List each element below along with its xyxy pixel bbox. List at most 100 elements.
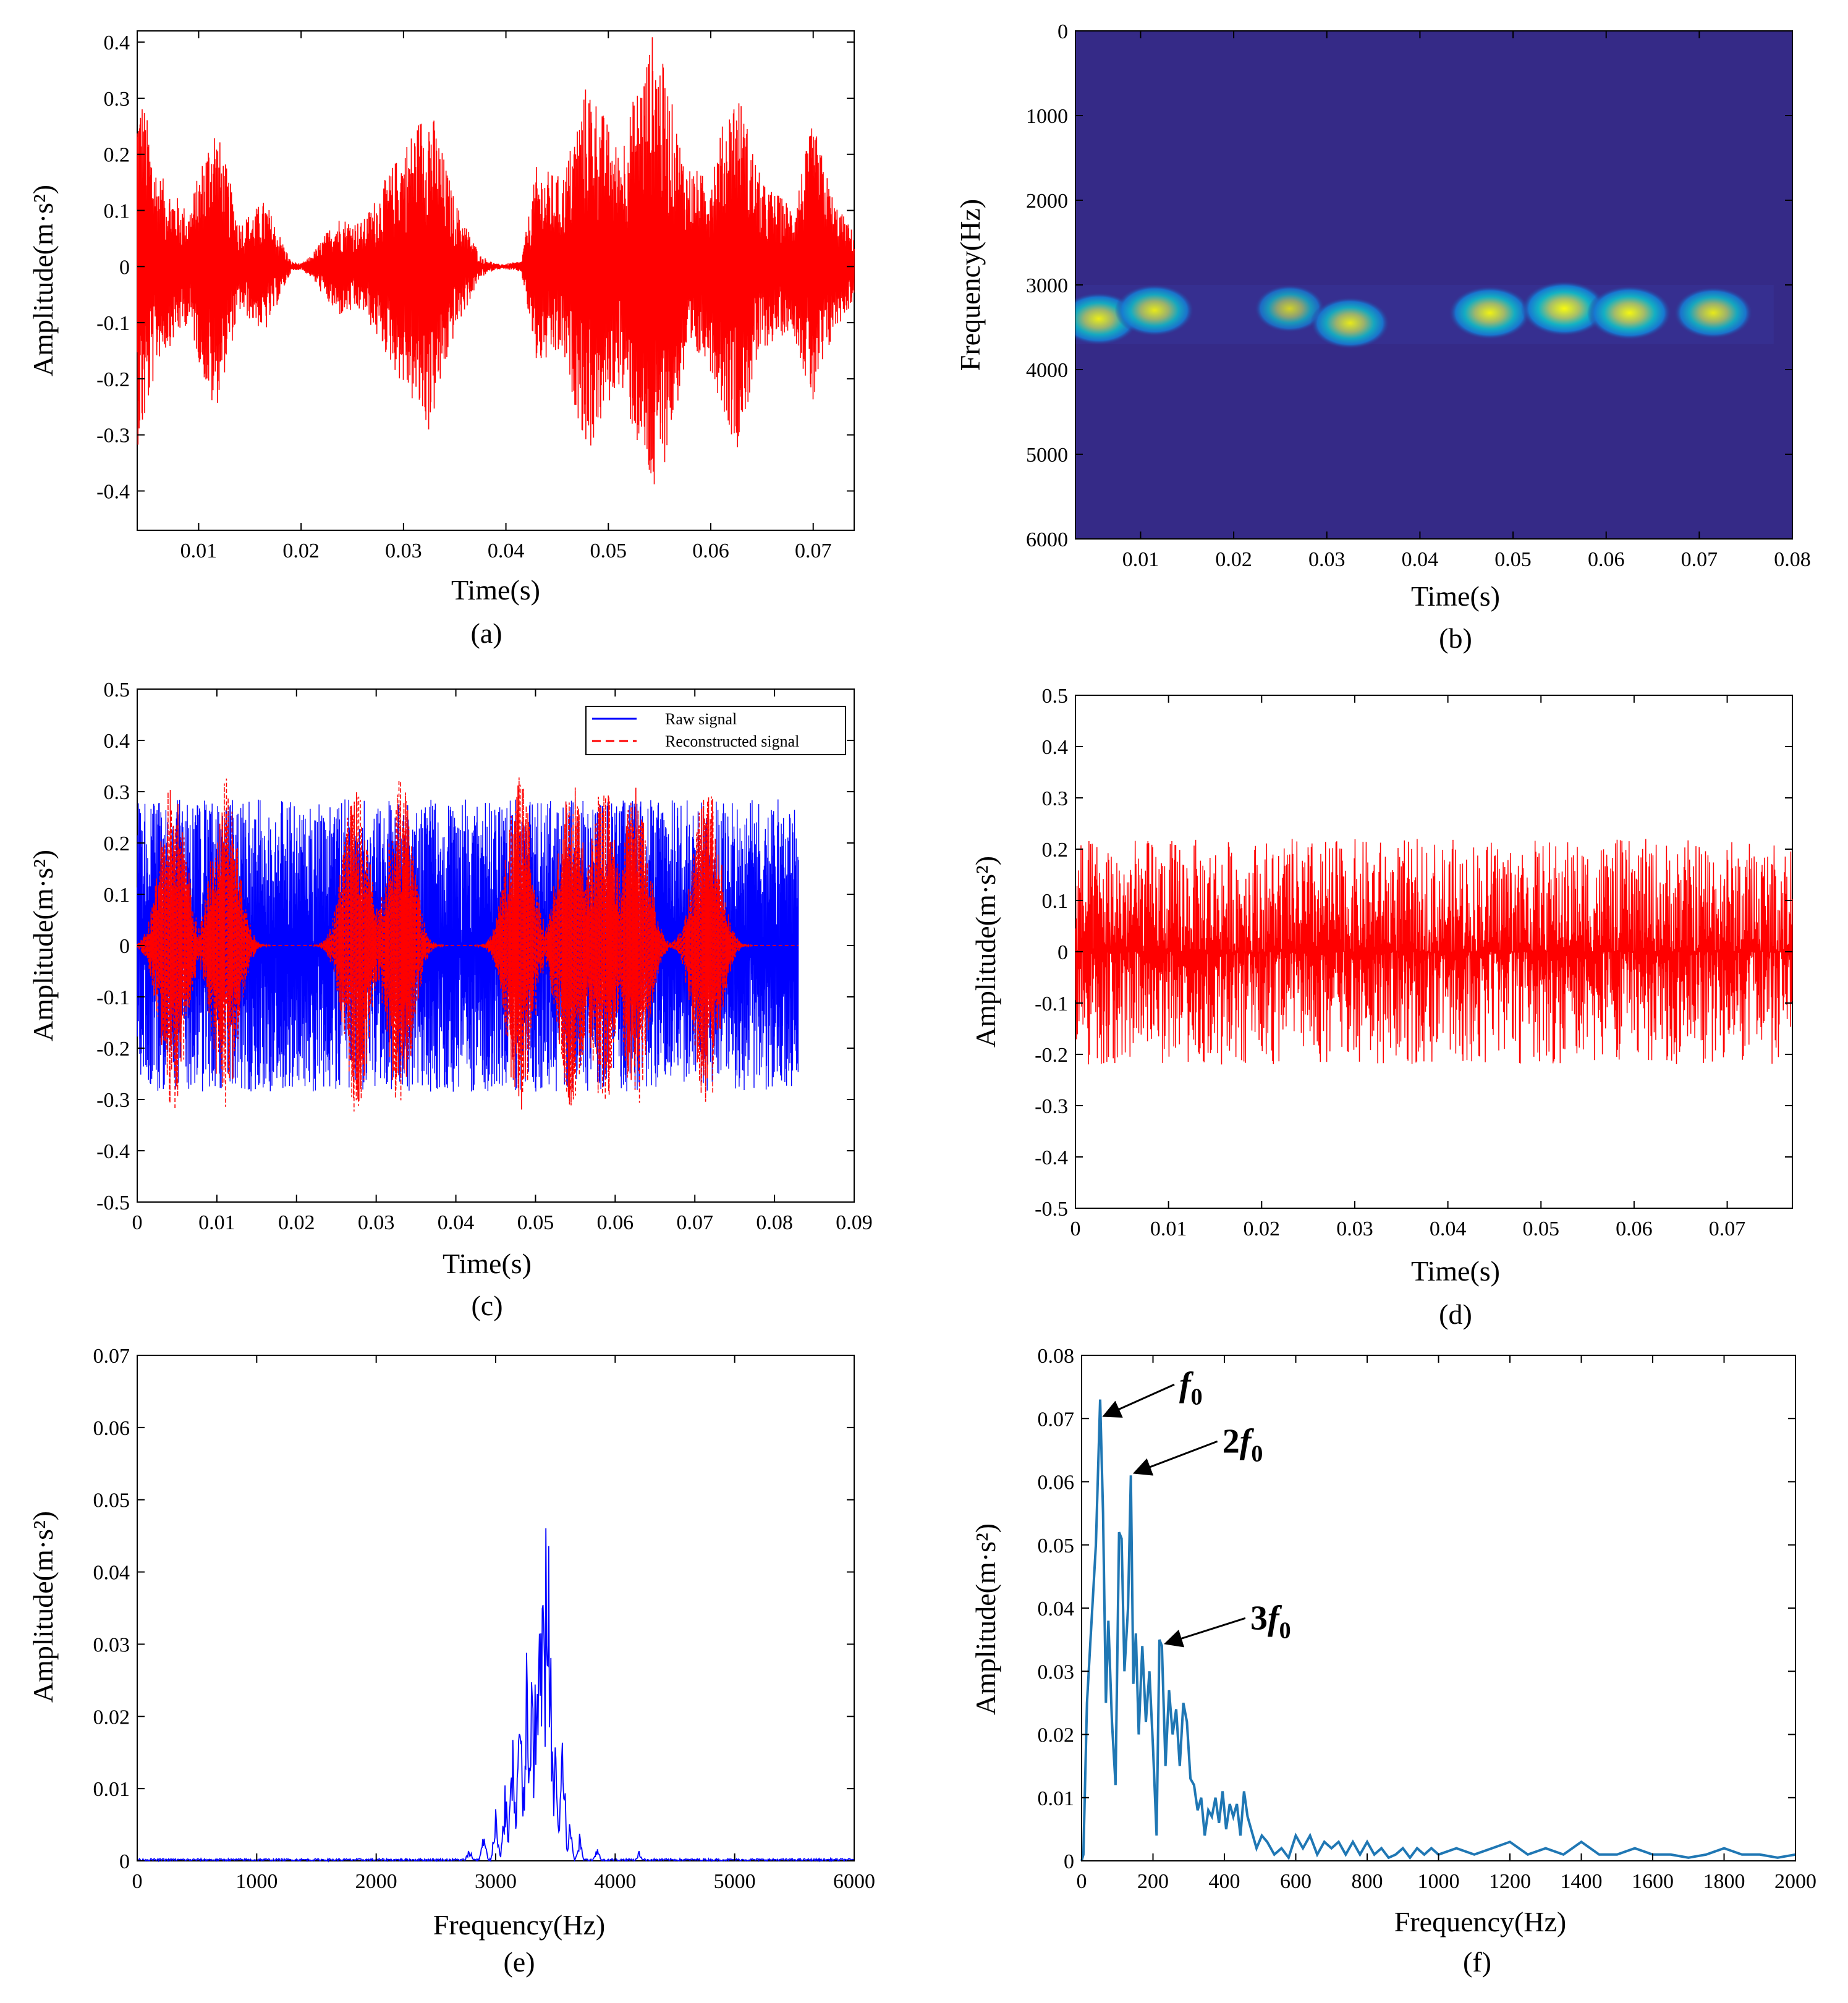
panel-f-caption: (f) — [1463, 1946, 1491, 1978]
xtick-label: 0.02 — [1215, 548, 1252, 571]
xtick-label: 400 — [1209, 1870, 1240, 1893]
annotation-arrow — [1102, 1383, 1175, 1418]
xtick-label: 0.05 — [590, 540, 627, 562]
ytick-label: 0.05 — [1038, 1535, 1075, 1557]
panel-c-legend: Raw signal Reconstructed signal — [585, 706, 846, 755]
annotation-arrow — [1164, 1617, 1246, 1648]
ytick-label: 0.04 — [93, 1562, 130, 1585]
ytick-label: 2000 — [1026, 190, 1068, 213]
panel-d: 0 0.01 0.02 0.03 0.04 0.05 0.06 0.07 -0.5 -0.4 -0.… — [970, 685, 1793, 1330]
panel-e-ylabel: Amplitude(m·s²) — [27, 1511, 59, 1703]
xtick-label: 6000 — [833, 1870, 875, 1893]
xtick-label: 2000 — [1774, 1870, 1816, 1893]
xtick-label: 0.03 — [358, 1211, 395, 1234]
spectrogram-hotspot — [1587, 285, 1672, 341]
xtick-label: 0.01 — [180, 540, 218, 562]
ytick-label: -0.2 — [96, 368, 130, 391]
ytick-label: 0.1 — [1042, 890, 1069, 913]
ytick-label: -0.4 — [1035, 1146, 1068, 1169]
panel-e-caption: (e) — [503, 1946, 535, 1978]
xtick-label: 0.08 — [1774, 548, 1811, 571]
panel-a-ylabel: Amplitude(m·s²) — [27, 185, 59, 376]
xtick-label: 5000 — [714, 1870, 756, 1893]
ytick-label: 0.4 — [1042, 736, 1069, 759]
ytick-label: -0.5 — [96, 1192, 130, 1214]
xtick-label: 3000 — [475, 1870, 517, 1893]
panel-a: 0.01 0.02 0.03 0.04 0.05 0.06 0.07 -0.4 -0.3 -0.2… — [27, 30, 855, 649]
ytick-label: 0.04 — [1038, 1598, 1075, 1620]
xtick-label: 4000 — [594, 1870, 636, 1893]
xtick-label: 1400 — [1561, 1870, 1603, 1893]
panel-a-caption: (a) — [470, 617, 502, 649]
ytick-label: 0.07 — [93, 1345, 130, 1368]
ytick-label: 0 — [119, 256, 130, 279]
panel-f-xlabel: Frequency(Hz) — [1394, 1906, 1566, 1937]
ytick-label: 0.01 — [1038, 1787, 1075, 1810]
xtick-label: 0.04 — [438, 1211, 475, 1234]
panel-c-ylabel: Amplitude(m·s²) — [27, 850, 59, 1041]
xtick-label: 0 — [132, 1211, 143, 1234]
xtick-label: 0.06 — [1588, 548, 1625, 571]
ytick-label: 0.01 — [93, 1778, 130, 1801]
panel-c-caption: (c) — [471, 1290, 502, 1321]
panel-c-xlabel: Time(s) — [443, 1248, 532, 1279]
panel-b-xlabel: Time(s) — [1411, 580, 1500, 612]
ytick-label: 0.3 — [104, 781, 130, 804]
xtick-label: 0.02 — [1244, 1217, 1281, 1240]
ytick-label: 0.06 — [1038, 1472, 1075, 1494]
panel-e-xlabel: Frequency(Hz) — [433, 1909, 605, 1941]
ytick-label: 6000 — [1026, 528, 1068, 551]
ytick-label: 0.2 — [104, 832, 130, 855]
xtick-label: 0.02 — [278, 1211, 315, 1234]
panel-b-caption: (b) — [1439, 622, 1472, 654]
panel-a-xlabel: Time(s) — [451, 574, 540, 606]
ytick-label: 0 — [1064, 1850, 1074, 1873]
xtick-label: 0 — [132, 1870, 143, 1893]
xtick-label: 0.06 — [692, 540, 729, 562]
ytick-label: 0.03 — [93, 1633, 130, 1656]
spectrogram-hotspot — [1673, 286, 1753, 339]
xtick-label: 0.03 — [385, 540, 422, 562]
xtick-label: 0.01 — [198, 1211, 235, 1234]
annotation-arrow — [1132, 1440, 1218, 1476]
ytick-label: 0.5 — [104, 679, 130, 701]
series-line-envelope-spectrum — [1080, 1399, 1796, 1861]
ytick-label: 0.02 — [93, 1706, 130, 1729]
xtick-label: 0.08 — [756, 1211, 793, 1234]
ytick-label: 0.06 — [93, 1417, 130, 1440]
panel-c: 0 0.01 0.02 0.03 0.04 0.05 0.06 0.07 0.08 0.09 -0.… — [27, 679, 873, 1321]
xtick-label: 0.04 — [1430, 1217, 1467, 1240]
xtick-label: 0.09 — [836, 1211, 873, 1234]
ytick-label: 0.2 — [1042, 839, 1069, 862]
ytick-label: 0.4 — [104, 730, 130, 753]
xtick-label: 0.01 — [1122, 548, 1159, 571]
xtick-label: 0.07 — [676, 1211, 713, 1234]
xtick-label: 0.06 — [597, 1211, 634, 1234]
ytick-label: 5000 — [1026, 444, 1068, 467]
ytick-label: 0.5 — [1042, 685, 1069, 708]
spectrogram-hotspot — [1448, 286, 1532, 340]
series-line-signal — [137, 37, 855, 485]
panel-e: 0 1000 2000 3000 4000 5000 6000 0 0.01 0.02 0.03 0.… — [27, 1345, 875, 1978]
xtick-label: 0.05 — [1494, 548, 1532, 571]
ytick-label: 0.07 — [1038, 1408, 1075, 1431]
ytick-label: -0.3 — [96, 1089, 130, 1112]
ytick-label: -0.4 — [96, 1140, 130, 1163]
ytick-label: -0.1 — [1035, 993, 1068, 1015]
xtick-label: 1600 — [1632, 1870, 1674, 1893]
ytick-label: 0.4 — [104, 32, 130, 54]
xtick-label: 1800 — [1703, 1870, 1745, 1893]
xtick-label: 600 — [1280, 1870, 1312, 1893]
xtick-label: 0.03 — [1308, 548, 1346, 571]
ytick-label: 0.1 — [104, 884, 130, 907]
series-line-reconstructed — [137, 777, 799, 1112]
panel-b-ylabel: Frequency(Hz) — [954, 199, 986, 371]
xtick-label: 1200 — [1489, 1870, 1531, 1893]
xtick-label: 0 — [1077, 1870, 1087, 1893]
xtick-label: 0.07 — [1681, 548, 1718, 571]
ytick-label: 0.02 — [1038, 1724, 1075, 1747]
ytick-label: 0 — [119, 1850, 130, 1873]
xtick-label: 0.06 — [1616, 1217, 1653, 1240]
ytick-label: 0.1 — [104, 200, 130, 223]
